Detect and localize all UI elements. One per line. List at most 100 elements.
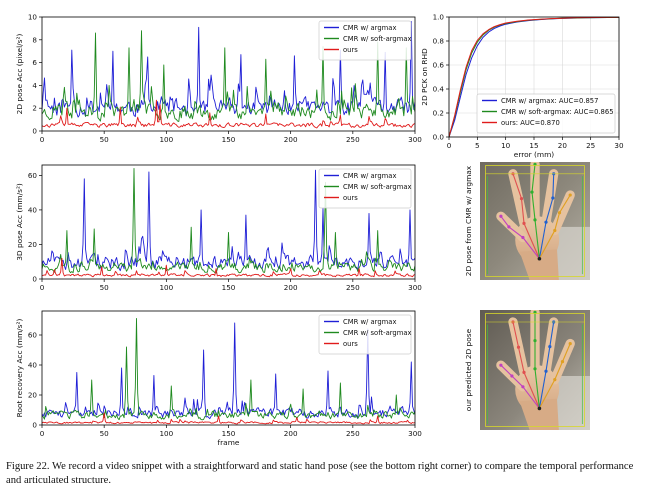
legend-box	[476, 93, 616, 134]
chart-pck: 0 5 10 15 20 25 30 0.0 0.2 0.4 0.6 0.8 1.0 error (mm)…	[420, 13, 624, 160]
plot-area	[42, 21, 415, 129]
skeleton-bone	[531, 164, 536, 193]
detection-box	[485, 313, 585, 427]
legend-label: CMR w/ soft-argmax	[343, 183, 412, 191]
skeleton-bone	[500, 215, 510, 228]
photo-content	[480, 310, 590, 430]
x-tick-label: 15	[529, 141, 538, 150]
legend-label: CMR w/ soft-argmax	[343, 35, 412, 43]
photo-content	[480, 162, 590, 280]
detection-box	[485, 165, 585, 277]
skeleton-bone	[549, 321, 555, 347]
x-axis-label: frame	[218, 438, 240, 447]
skeleton-joint	[553, 228, 557, 233]
legend-label: CMR w/ argmax	[343, 172, 396, 180]
x-tick-label: 100	[159, 283, 173, 292]
x-tick-label: 300	[408, 283, 422, 292]
y-axis-label: 2D pose Acc (pixel/s²)	[15, 34, 24, 115]
x-tick-label: 250	[346, 135, 360, 144]
skeleton-joint	[533, 367, 537, 371]
legend: CMR w/ argmax CMR w/ soft-argmax ours	[318, 314, 412, 355]
skeleton-joint	[548, 345, 552, 349]
skeleton-joint	[499, 214, 503, 218]
skeleton-bone	[531, 192, 536, 220]
skeleton-bone	[545, 346, 551, 372]
skeleton-joint	[516, 345, 521, 349]
skeleton-bone	[512, 321, 520, 348]
skeleton-joint	[521, 235, 525, 240]
x-tick-label: 0	[40, 283, 45, 292]
legend-label: CMR w/ soft-argmax	[343, 329, 412, 337]
y-tick-label: 0	[32, 127, 37, 136]
x-tick-label: 150	[222, 283, 236, 292]
skeleton-joint	[560, 360, 565, 364]
skeleton-bone	[523, 223, 540, 259]
skeleton-bone	[561, 343, 571, 362]
photo-label: our predicted 2D pose	[464, 328, 473, 411]
skeleton-joint	[551, 196, 555, 200]
y-tick-label: 20	[28, 240, 38, 249]
y-axis-label: 3D pose Acc (mm/s²)	[15, 183, 24, 261]
skeleton-joint	[530, 190, 534, 194]
y-tick-label: 0.2	[433, 109, 444, 118]
series-line-1	[42, 30, 415, 122]
photo-label: 2D pose from CMR w/ argmax	[464, 165, 473, 276]
skeleton-bone	[538, 230, 556, 260]
skeleton-joint	[522, 370, 526, 374]
chart-pose3d: 0 50 100 150 200 250 300 0 20 40 60 3D pose Acc (mm…	[15, 164, 422, 292]
x-tick-label: 200	[284, 429, 298, 438]
skeleton-joint	[499, 363, 503, 367]
legend-label: CMR w/ argmax: AUC=0.857	[501, 97, 598, 105]
x-tick-label: 0	[447, 141, 452, 150]
skeleton-joint	[533, 339, 537, 343]
x-tick-label: 300	[408, 429, 422, 438]
finger	[508, 169, 529, 229]
y-tick-label: 10	[28, 13, 38, 22]
skeleton-joint	[519, 196, 524, 201]
y-tick-label: 4	[32, 81, 37, 90]
skeleton-joint	[533, 218, 537, 222]
x-tick-label: 0	[40, 429, 45, 438]
x-tick-label: 150	[222, 135, 236, 144]
skeleton-bone	[554, 361, 564, 380]
x-tick-label: 25	[586, 141, 595, 150]
x-tick-label: 100	[159, 135, 173, 144]
legend-label: CMR w/ argmax	[343, 24, 396, 32]
wrist	[519, 249, 559, 280]
x-axis-label: error (mm)	[514, 150, 555, 159]
x-tick-label: 0	[40, 135, 45, 144]
x-tick-label: 250	[346, 283, 360, 292]
chart-pose2d: 0 50 100 150 200 250 300 0 2 4 6 8 10 2D pose Acc (pi…	[15, 13, 422, 145]
plot-area	[449, 17, 619, 137]
finger	[541, 169, 559, 227]
y-tick-label: 40	[28, 205, 38, 214]
x-tick-label: 5	[475, 141, 480, 150]
y-axis-label: Root recovery Acc (mm/s²)	[15, 319, 24, 418]
legend-label: CMR w/ soft-argmax: AUC=0.865	[501, 108, 614, 116]
plot-area	[42, 318, 415, 425]
y-tick-label: 20	[28, 391, 38, 400]
chart-root: 0 50 100 150 200 250 300 0 20 40 60 frame Root recov…	[15, 310, 422, 447]
skeleton-joint	[544, 220, 548, 224]
y-tick-label: 8	[32, 35, 37, 44]
y-tick-label: 6	[32, 58, 37, 67]
skeleton-bone	[534, 219, 540, 259]
skeleton-bone	[538, 371, 547, 409]
wrist	[519, 398, 559, 430]
skeleton-bone	[554, 212, 561, 231]
series-line-0	[42, 169, 415, 272]
skeleton-bone	[545, 197, 554, 223]
legend-label: ours	[343, 194, 358, 202]
skeleton-bone	[552, 173, 555, 199]
skeleton-joint	[568, 193, 572, 197]
skeleton-bone	[517, 347, 525, 373]
legend: CMR w/ argmax CMR w/ soft-argmax ours	[318, 168, 412, 209]
finger	[496, 211, 528, 243]
series-line-1	[42, 168, 415, 274]
skeleton-bone	[522, 386, 540, 409]
y-axis-label: 2D PCK on RHD	[420, 48, 429, 106]
skeleton-bone	[559, 194, 571, 214]
legend-box	[318, 20, 412, 61]
x-tick-label: 150	[222, 429, 236, 438]
legend-label: CMR w/ argmax	[343, 318, 396, 326]
